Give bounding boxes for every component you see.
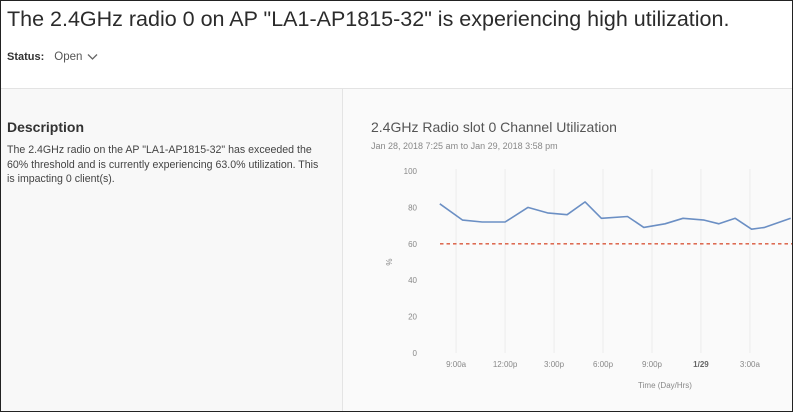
x-tick-label: 3:00p: [544, 360, 565, 369]
chart-title: 2.4GHz Radio slot 0 Channel Utilization: [371, 119, 617, 135]
utilization-line-chart: 0 20 40 60 80 100% 9:00a 12:00p 3:00p 6:00p 9:00p 1…: [385, 167, 792, 390]
y-tick-label: 0: [413, 349, 418, 358]
page-title: The 2.4GHz radio 0 on AP "LA1-AP1815-32"…: [7, 7, 730, 31]
status-dropdown-value[interactable]: Open: [54, 51, 83, 63]
x-tick-label: 12:00p: [493, 360, 518, 369]
y-tick-label: 80: [408, 203, 417, 212]
x-tick-label: 9:00p: [642, 360, 663, 369]
x-tick-label: 9:00a: [446, 360, 467, 369]
status-row: Status: Open: [7, 51, 98, 63]
y-tick-label: 60: [408, 240, 417, 249]
x-axis-label: Time (Day/Hrs): [638, 381, 692, 390]
x-tick-label: 1/29: [693, 360, 709, 369]
chevron-down-icon[interactable]: [87, 53, 98, 61]
x-tick-label: 3:00a: [740, 360, 761, 369]
x-tick-label: 6:00p: [593, 360, 614, 369]
description-text: The 2.4GHz radio on the AP "LA1-AP1815-3…: [7, 144, 319, 185]
description-heading: Description: [7, 119, 85, 135]
y-tick-label: 20: [408, 313, 417, 322]
issue-content: Description The 2.4GHz radio on the AP "…: [1, 88, 792, 411]
y-axis-label: %: [385, 258, 394, 265]
y-tick-label: 40: [408, 276, 417, 285]
description-panel: Description The 2.4GHz radio on the AP "…: [1, 89, 343, 411]
chart-panel: 2.4GHz Radio slot 0 Channel Utilization …: [343, 89, 792, 411]
utilization-series-line: [439, 201, 791, 230]
chart-date-range: Jan 28, 2018 7:25 am to Jan 29, 2018 3:5…: [371, 141, 558, 151]
y-tick-label: 100: [404, 167, 418, 176]
status-label: Status:: [7, 51, 45, 63]
